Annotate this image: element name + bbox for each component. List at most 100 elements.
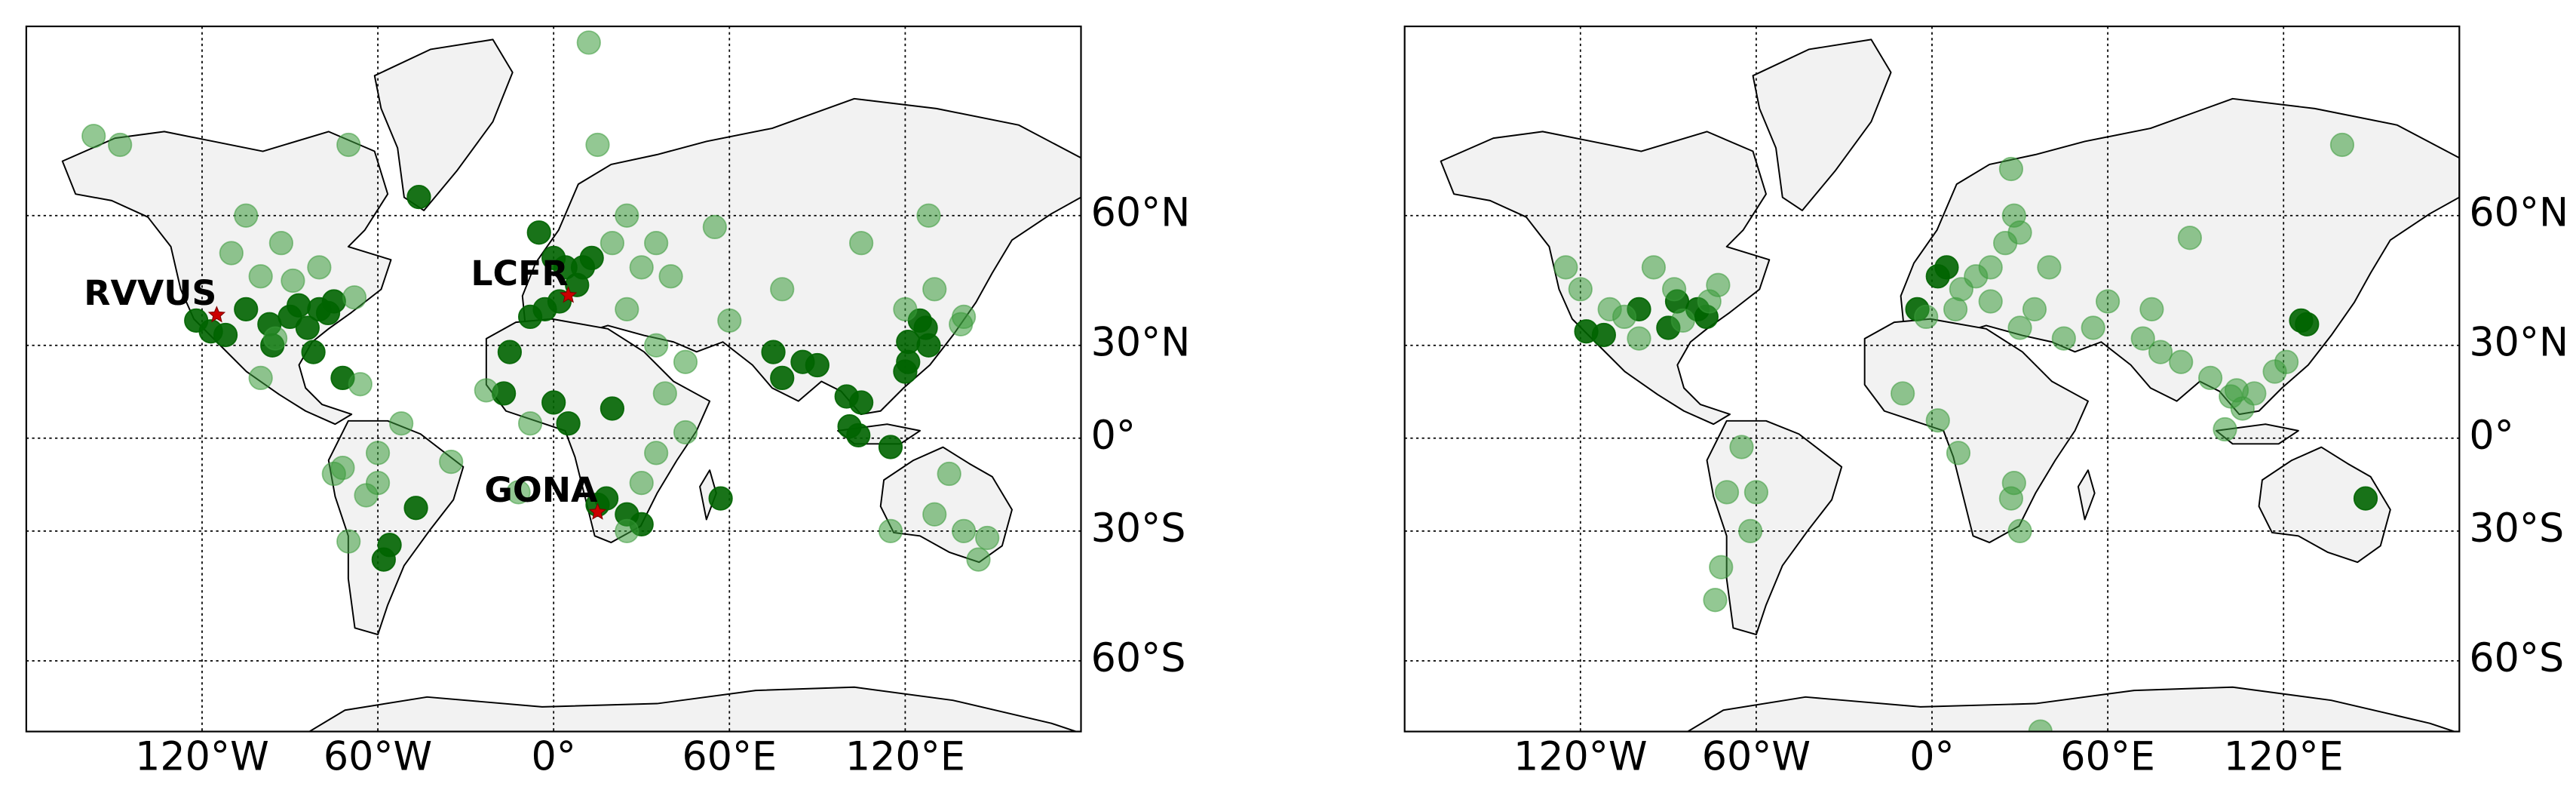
station-point (1998, 486, 2024, 511)
station-point (878, 518, 903, 543)
points (1553, 132, 2378, 732)
station-point (922, 277, 947, 302)
x-tick-label: 0° (531, 734, 575, 780)
station-point (805, 352, 830, 378)
y-tick-label: 30°S (2469, 506, 2564, 552)
station-point (770, 277, 795, 302)
station-point (846, 423, 871, 447)
station-point (2274, 349, 2299, 374)
station-point (893, 297, 918, 321)
station-point (951, 304, 977, 330)
y-tick-label: 30°N (2469, 320, 2568, 366)
station-point (2295, 312, 2320, 337)
station-point (365, 441, 391, 466)
station-point (1925, 408, 1950, 433)
station-point (916, 203, 941, 228)
y-tick-label: 0° (2469, 413, 2513, 459)
station-point (629, 470, 654, 496)
station-point (717, 308, 742, 333)
station-point (951, 518, 977, 543)
station-point (1709, 555, 1734, 579)
station-point (2095, 289, 2121, 314)
station-point (2081, 315, 2105, 340)
y-tick-label: 30°S (1091, 506, 1186, 552)
station-point (2007, 518, 2032, 543)
station-point (1714, 480, 1740, 505)
station-point (526, 220, 551, 245)
station-point (336, 529, 361, 554)
station-point (975, 525, 1000, 551)
station-point (579, 245, 604, 271)
points (81, 30, 1000, 572)
station-point (439, 450, 464, 475)
station-point (2037, 255, 2062, 280)
station-point (1943, 297, 1968, 321)
station-point (1934, 255, 1959, 280)
station-point (517, 411, 543, 436)
station-point (541, 390, 566, 415)
station-point (1706, 272, 1731, 297)
station-point (184, 308, 209, 333)
station-point (2028, 719, 2053, 732)
station-point (2139, 297, 2164, 321)
station-point (761, 340, 786, 364)
station-point (1978, 289, 2003, 314)
station-point (1738, 518, 1763, 543)
station-point (644, 231, 669, 256)
station-point (673, 419, 698, 445)
station-point (770, 365, 795, 391)
station-point (321, 289, 346, 314)
station-point (307, 255, 332, 280)
station-point (213, 322, 238, 348)
station-point (708, 486, 733, 511)
panel: 120°W 60°W 0° 60°E 120°E 60°S 30°S 0° 30°N 60°N (1403, 25, 2568, 780)
station-point (234, 203, 259, 228)
station-point (576, 30, 601, 55)
station-point (848, 390, 874, 415)
station-star (560, 286, 578, 303)
station-point (1998, 156, 2024, 182)
station-point (248, 264, 273, 289)
x-tick-label: 120°W (135, 734, 269, 780)
x-tick-label: 60°W (1702, 734, 1811, 780)
station-point (517, 304, 543, 330)
station-point (1553, 255, 1578, 280)
station-point (673, 349, 698, 374)
land-layer (1440, 38, 2460, 732)
station-point (301, 340, 326, 364)
map-frame (1403, 25, 2461, 733)
station-point (108, 132, 133, 158)
station-point (2148, 340, 2173, 364)
panel: 120°W 60°W 0° 60°E 120°E 60°S 30°S 0° 30°N 60°N RV… (25, 25, 1190, 780)
station-point (506, 480, 531, 505)
x-tick-label: 60°W (324, 734, 432, 780)
station-point (1946, 441, 1971, 466)
station-point (565, 272, 590, 297)
station-point (848, 231, 874, 256)
station-point (615, 297, 639, 321)
station-point (966, 547, 991, 572)
station-point (295, 315, 320, 340)
station-point (234, 297, 259, 321)
station-point (403, 496, 428, 521)
map-frame (25, 25, 1082, 733)
station-star (588, 502, 607, 520)
station-point (1661, 277, 1687, 302)
station-point (1591, 322, 1616, 348)
y-tick-label: 60°S (1091, 635, 1186, 681)
station-point (600, 231, 625, 256)
station-point (342, 285, 367, 310)
station-point (922, 502, 947, 527)
station-point (1641, 255, 1667, 280)
station-point (615, 518, 639, 543)
station-point (658, 264, 683, 289)
station-point (2051, 326, 2076, 351)
station-point (629, 255, 654, 280)
station-point (248, 365, 273, 391)
station-point (2242, 381, 2267, 406)
station-label: LCFR (471, 254, 568, 293)
station-point (916, 333, 941, 358)
station-point (937, 461, 961, 487)
